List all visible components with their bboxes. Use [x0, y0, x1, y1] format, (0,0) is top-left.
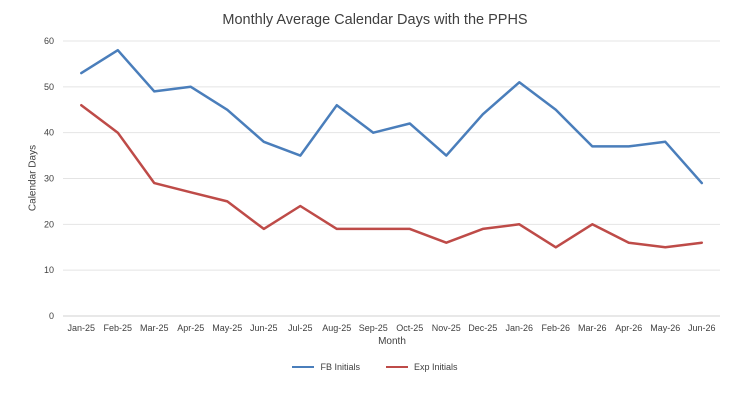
legend-label-exp: Exp Initials [413, 362, 458, 372]
x-tick-label: Mar-26 [578, 323, 607, 333]
y-tick-label: 20 [44, 219, 54, 229]
x-tick-label: Feb-26 [541, 323, 570, 333]
y-tick-label: 40 [44, 128, 54, 138]
x-tick-label: Aug-25 [322, 323, 351, 333]
series-line-fb-initials [80, 48, 704, 185]
x-tick-label: Oct-25 [396, 323, 423, 333]
y-tick-label: 30 [44, 174, 54, 184]
legend-label-fb: FB Initials [320, 362, 360, 372]
x-tick-label: Mar-25 [140, 323, 169, 333]
x-axis-ticks: Jan-25 Feb-25 Mar-25 Apr-25 May-25 Jun-25 Jul-… [67, 323, 715, 333]
y-tick-label: 0 [49, 311, 54, 321]
series-line-exp-initials [80, 103, 704, 249]
x-tick-label: Sep-25 [359, 323, 388, 333]
x-tick-label: May-26 [650, 323, 680, 333]
x-tick-label: Jun-25 [250, 323, 278, 333]
x-tick-label: Jan-25 [67, 323, 95, 333]
y-tick-label: 60 [44, 36, 54, 46]
x-tick-label: Apr-26 [615, 323, 642, 333]
gridlines [63, 40, 720, 317]
legend-swatch-exp [385, 365, 408, 369]
x-tick-label: Feb-25 [103, 323, 132, 333]
y-tick-label: 10 [44, 265, 54, 275]
x-tick-label: Nov-25 [432, 323, 461, 333]
y-axis-ticks: 0 10 20 30 40 50 60 [44, 36, 54, 321]
x-tick-label: Jul-25 [288, 323, 313, 333]
x-tick-label: Jan-26 [505, 323, 533, 333]
x-tick-label: Apr-25 [177, 323, 204, 333]
chart-title: Monthly Average Calendar Days with the P… [222, 12, 528, 28]
y-tick-label: 50 [44, 82, 54, 92]
x-tick-label: Dec-25 [468, 323, 497, 333]
x-tick-label: May-25 [212, 323, 242, 333]
series-lines [80, 48, 704, 249]
legend-item-fb: FB Initials [292, 362, 360, 372]
x-tick-label: Jun-26 [688, 323, 716, 333]
legend: FB Initials Exp Initials [0, 362, 750, 372]
legend-swatch-fb [292, 365, 315, 369]
x-axis-label: Month [378, 336, 406, 347]
legend-item-exp: Exp Initials [385, 362, 458, 372]
